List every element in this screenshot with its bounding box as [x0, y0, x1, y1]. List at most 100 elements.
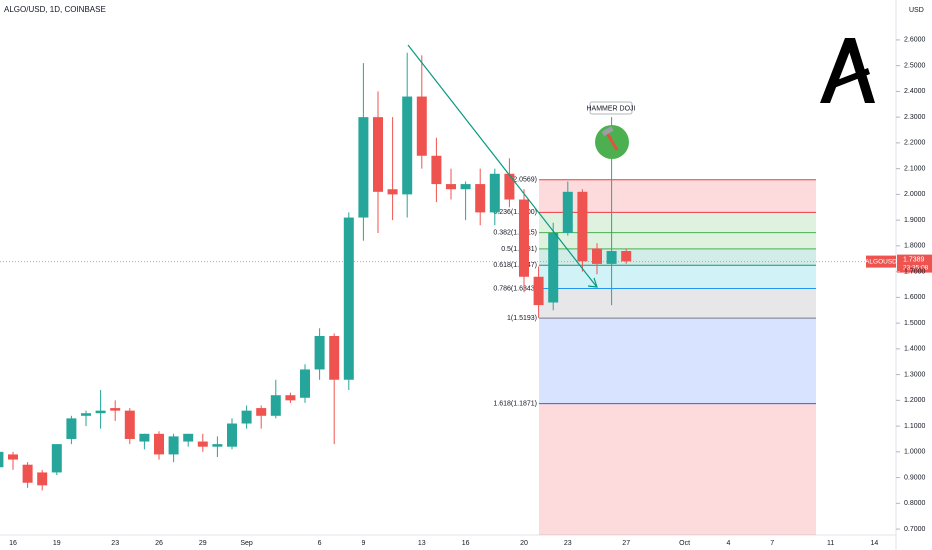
tag-symbol-box — [866, 255, 896, 268]
y-tick-label: 2.0000 — [904, 191, 926, 198]
candle-body — [168, 436, 179, 455]
y-tick-label: 2.6000 — [904, 37, 926, 44]
candle-body — [22, 464, 33, 483]
y-tick-label: 2.5000 — [904, 62, 926, 69]
fib-zone — [539, 232, 816, 249]
candle-body — [81, 413, 91, 416]
x-tick-label: 14 — [871, 540, 879, 547]
candle-body — [533, 276, 544, 306]
candle-body — [504, 173, 515, 200]
y-tick-label: 1.6000 — [904, 294, 926, 301]
fib-zone — [539, 265, 816, 289]
x-tick-label: 29 — [199, 540, 207, 547]
x-tick-label: Oct — [679, 540, 690, 547]
candle-body — [124, 410, 135, 439]
fib-zone — [539, 403, 816, 535]
candle-body — [475, 184, 486, 213]
candle-body — [402, 96, 413, 195]
candle-body — [110, 408, 121, 411]
fib-level-label: 1(1.5193) — [507, 315, 537, 322]
hammer-head — [601, 126, 614, 137]
y-tick-label: 2.3000 — [904, 114, 926, 121]
candle-body — [577, 191, 588, 262]
candle-body — [37, 472, 48, 486]
x-tick-label: 13 — [418, 540, 426, 547]
fib-level-label: 0.786(1.6343) — [493, 285, 537, 292]
candle-body — [241, 410, 252, 424]
y-tick-label: 1.0000 — [904, 449, 926, 456]
x-tick-label: 19 — [53, 540, 61, 547]
candle-body — [562, 191, 573, 234]
algorand-logo — [820, 38, 875, 103]
x-tick-label: 23 — [564, 540, 572, 547]
x-tick-label: 16 — [9, 540, 17, 547]
candle-body — [446, 184, 456, 190]
tag-price: 1.7389 — [903, 256, 925, 263]
fib-level-label: 0.382(1.8515) — [493, 229, 537, 236]
candle-body — [592, 248, 602, 264]
candle-body — [0, 451, 4, 468]
candle-body — [300, 369, 310, 398]
candle-body — [358, 117, 369, 218]
candle-body — [285, 395, 296, 401]
y-tick-label: 2.1000 — [904, 165, 926, 172]
fib-level-label: 0.236(1.9300) — [493, 209, 537, 216]
fib-zone — [539, 288, 816, 319]
x-tick-label: Sep — [240, 540, 253, 547]
tag-countdown: 23:35:08 — [903, 264, 929, 271]
x-tick-label: 23 — [111, 540, 119, 547]
y-tick-label: 0.7000 — [904, 526, 926, 533]
annotation-box — [589, 101, 633, 115]
x-tick-label: 11 — [827, 540, 834, 547]
candle-body — [66, 418, 77, 439]
x-tick-label: 7 — [770, 540, 774, 547]
tag-symbol: ALGOUSD — [865, 258, 897, 265]
candle-body — [460, 184, 471, 190]
candle-body — [270, 395, 281, 416]
candle-body — [387, 189, 398, 195]
candle-body — [95, 410, 106, 414]
x-tick-label: 26 — [155, 540, 163, 547]
chart-title: ALGO/USD, 1D, COINBASE — [4, 5, 106, 14]
x-tick-label: 16 — [462, 540, 470, 547]
x-tick-label: 6 — [318, 540, 322, 547]
x-tick-label: 20 — [520, 540, 528, 547]
candle-body — [139, 433, 150, 442]
annotation-text: HAMMER DOJI — [587, 105, 636, 112]
candle-body — [343, 217, 354, 380]
fib-zone — [539, 318, 816, 404]
candle-body — [154, 433, 164, 455]
candle-body — [621, 251, 632, 262]
candle-body — [212, 444, 223, 447]
candles — [0, 52, 632, 491]
y-tick-label: 2.4000 — [904, 88, 926, 95]
y-tick-label: 1.8000 — [904, 243, 926, 250]
candle-body — [183, 433, 194, 442]
candle-body — [329, 335, 340, 380]
x-tick-label: 4 — [726, 540, 730, 547]
y-tick-label: 1.3000 — [904, 371, 926, 378]
candle-body — [431, 155, 442, 185]
fib-zone — [539, 212, 816, 233]
y-tick-label: 2.2000 — [904, 140, 926, 147]
y-tick-label: 1.7000 — [904, 268, 926, 275]
candle-body — [51, 444, 62, 473]
x-tick-label: 27 — [622, 540, 630, 547]
y-tick-label: 1.9000 — [904, 217, 926, 224]
candle-body — [314, 335, 325, 370]
candle-body — [519, 199, 529, 277]
fib-level-label: 0.618(1.7247) — [493, 262, 537, 269]
fib-level-label: 0(2.0569) — [507, 177, 537, 184]
trend-line — [407, 44, 597, 287]
candle-body — [606, 251, 617, 264]
candle-body — [227, 423, 237, 447]
hammer-handle — [605, 132, 619, 151]
fib-level-label: 1.618(1.1871) — [493, 401, 537, 408]
candle-body — [489, 173, 500, 213]
y-tick-label: 0.9000 — [904, 474, 926, 481]
y-tick-label: 0.8000 — [904, 500, 926, 507]
tag-price-box — [897, 254, 932, 273]
